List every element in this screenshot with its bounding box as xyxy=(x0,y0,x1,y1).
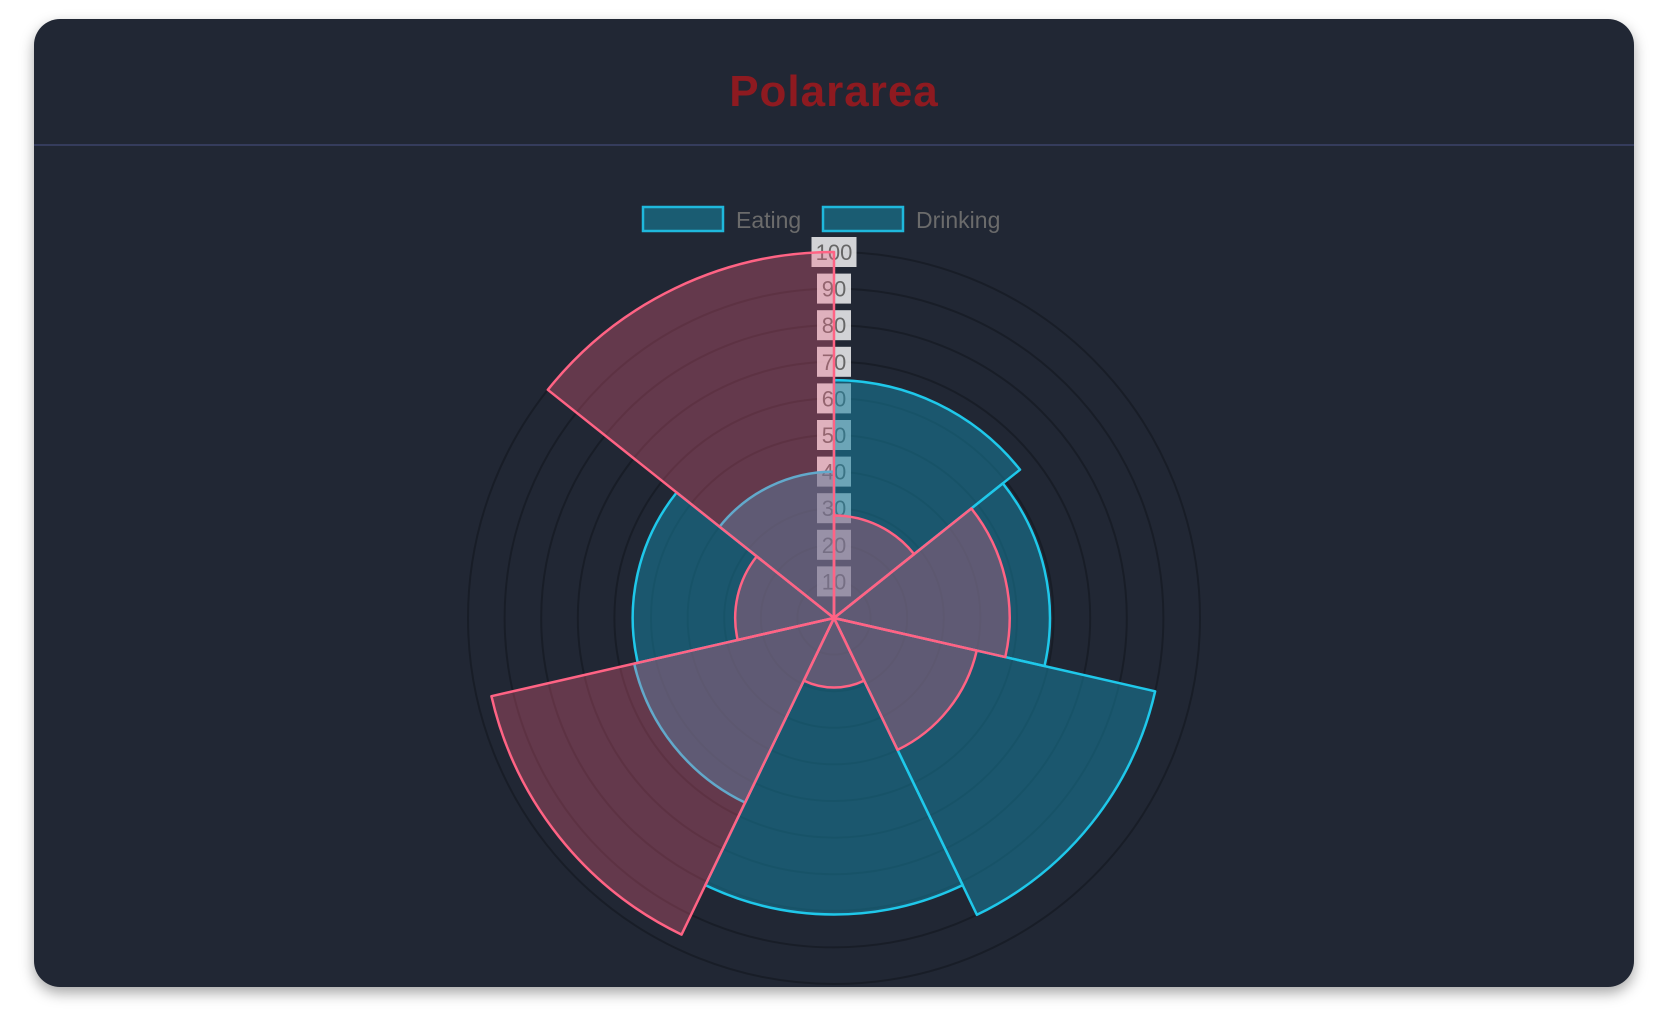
segment-series1-6[interactable] xyxy=(546,250,836,620)
legend-label: Eating xyxy=(736,207,801,233)
segment-series0-4[interactable] xyxy=(632,616,836,804)
legend-item-drinking[interactable]: Drinking xyxy=(821,205,1000,233)
segment-series0-3[interactable] xyxy=(704,616,964,916)
header-divider xyxy=(34,144,1634,146)
segment-series0-1[interactable] xyxy=(832,482,1052,668)
legend-swatch xyxy=(641,205,725,233)
page-title: Polararea xyxy=(729,67,939,116)
segment-series1-5[interactable] xyxy=(733,555,836,642)
segment-series1-2[interactable] xyxy=(832,616,978,752)
segment-series0-5[interactable] xyxy=(631,491,836,665)
segment-series0-0[interactable] xyxy=(832,378,1022,620)
segment-series0-6[interactable] xyxy=(718,470,836,620)
segment-series1-1[interactable] xyxy=(832,507,1011,659)
segment-series0-2[interactable] xyxy=(832,616,1157,917)
segment-series1-4[interactable] xyxy=(490,616,836,936)
legend-item-eating[interactable]: Eating xyxy=(641,205,801,233)
legend-swatch xyxy=(821,205,905,233)
legend-label: Drinking xyxy=(916,207,1000,233)
segment-series1-0[interactable] xyxy=(832,514,916,620)
